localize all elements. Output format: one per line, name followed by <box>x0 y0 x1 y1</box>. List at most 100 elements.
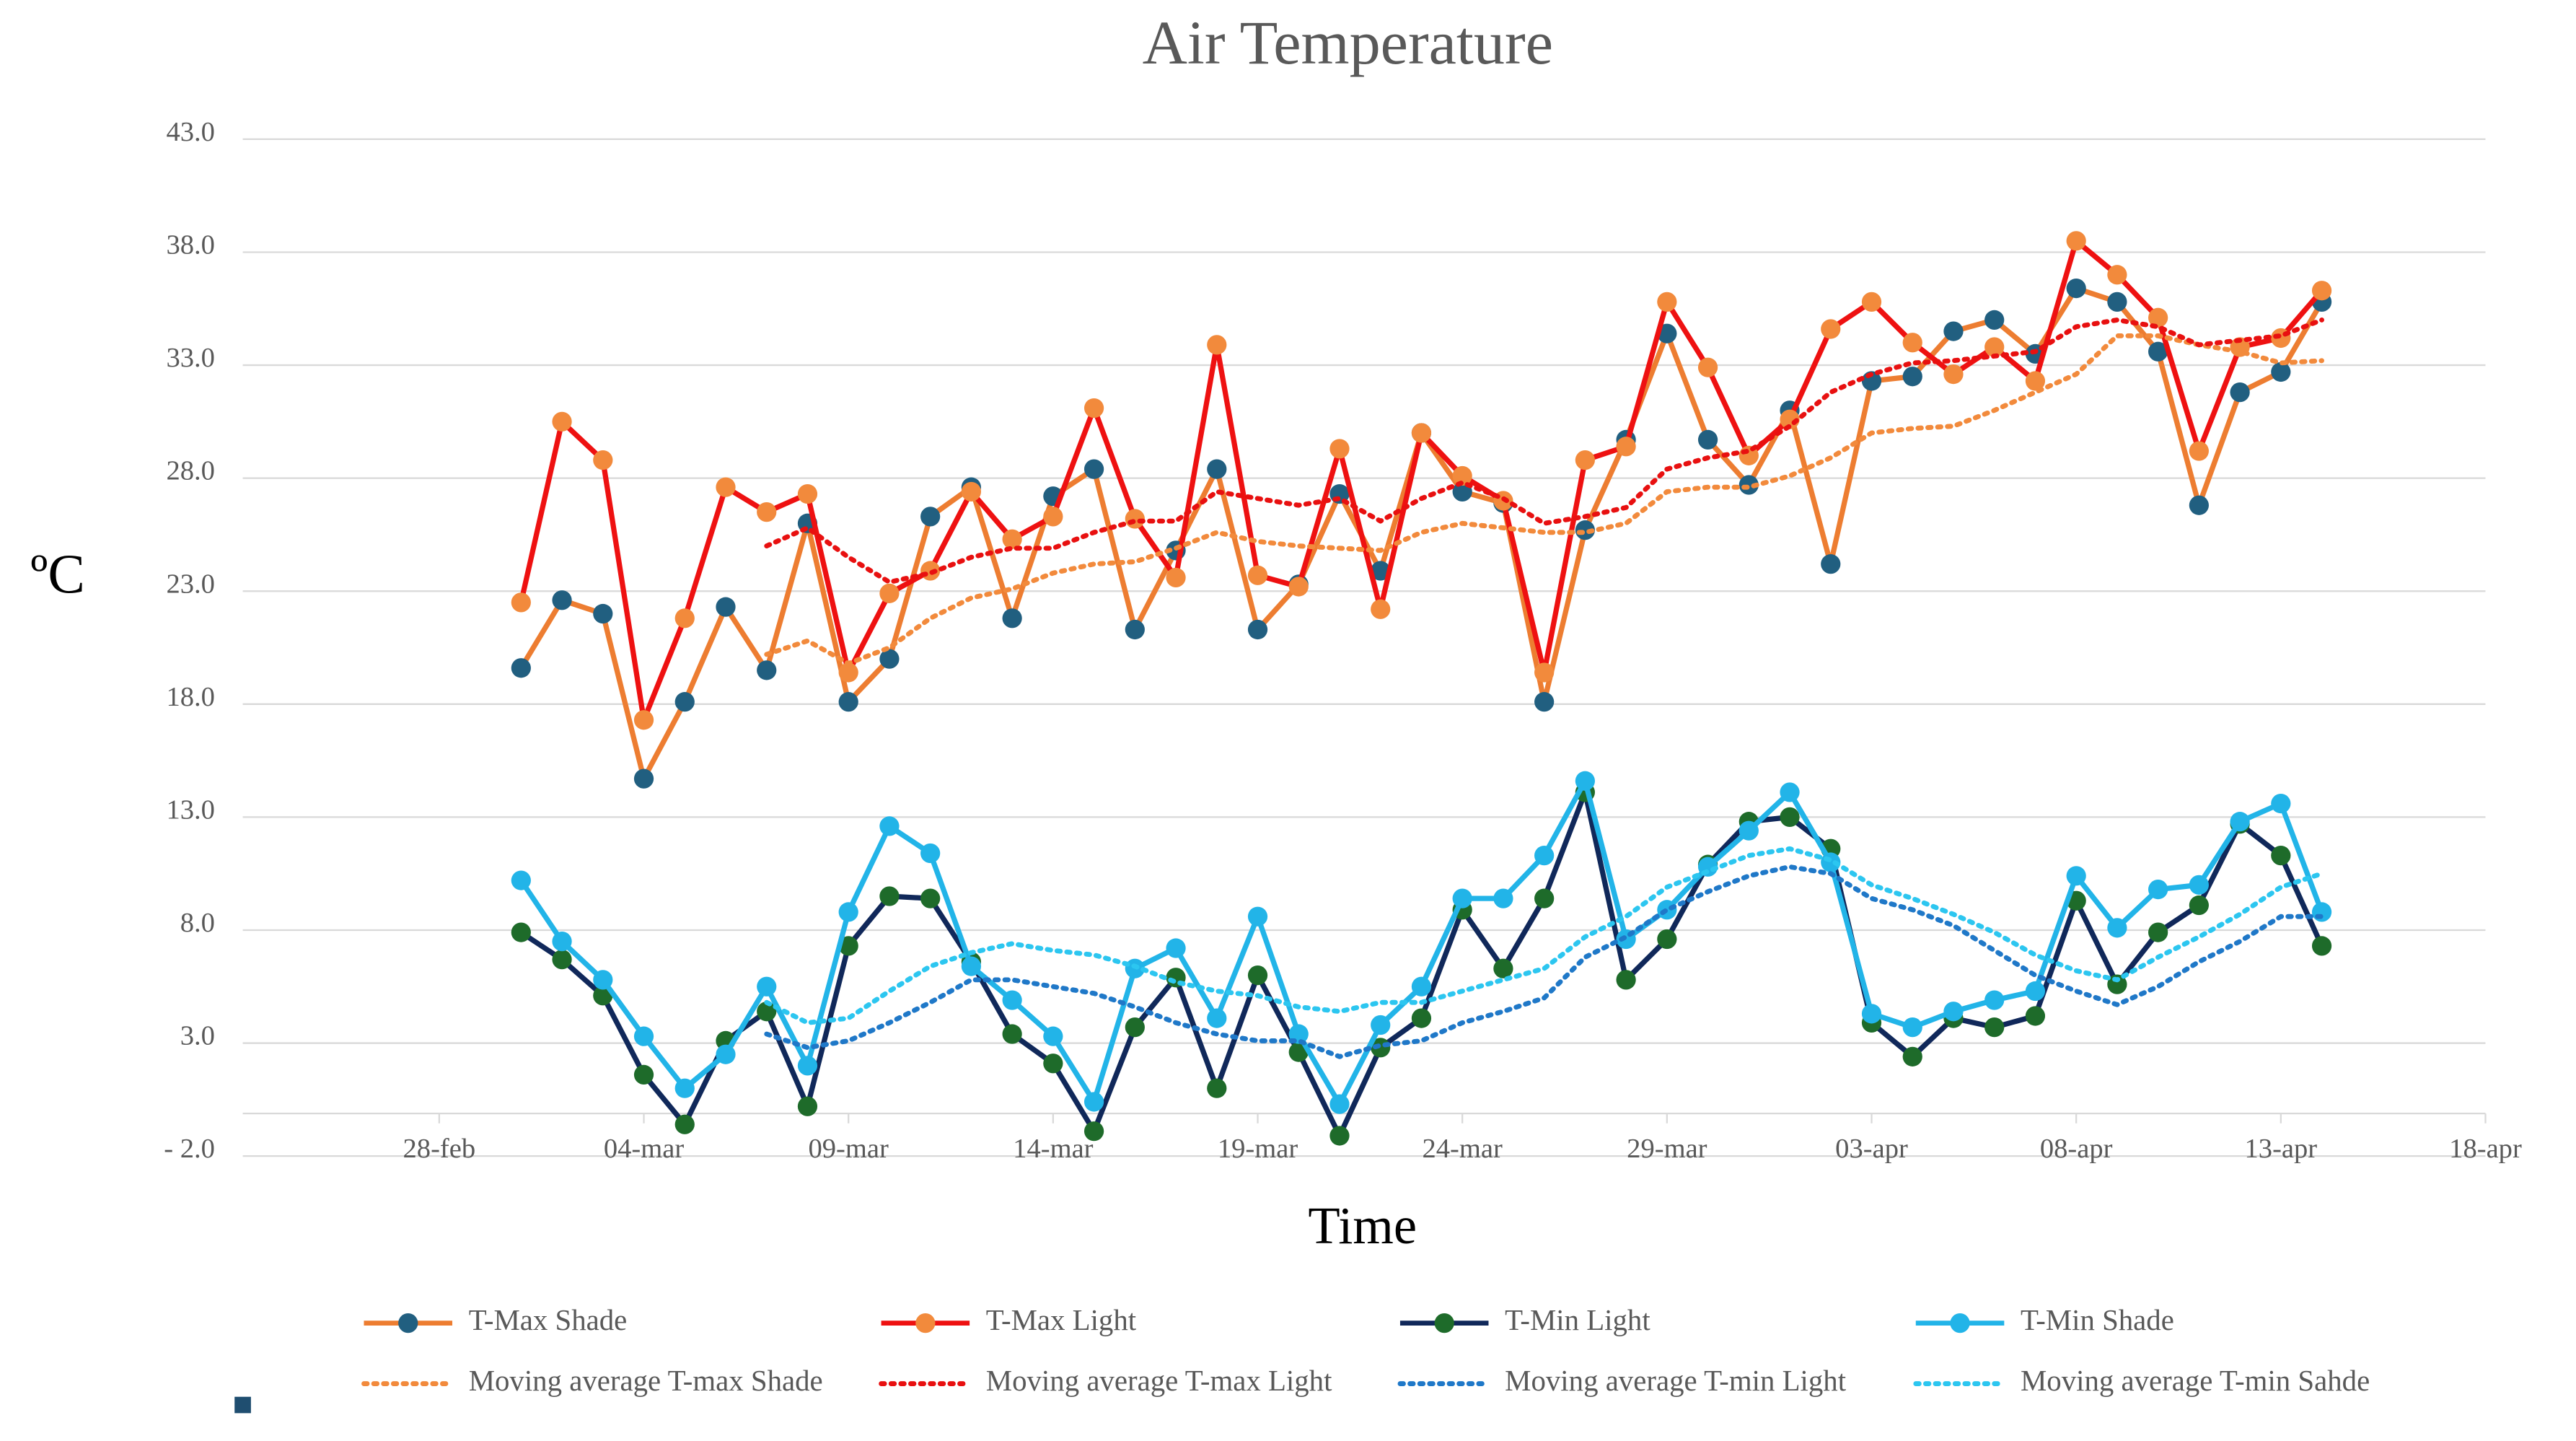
data-point <box>2311 936 2332 956</box>
data-point <box>1616 970 1636 990</box>
data-point <box>2311 902 2332 922</box>
data-point <box>1861 1004 1882 1024</box>
y-tick-label: 23.0 <box>166 569 214 599</box>
legend-label: T-Min Shade <box>2021 1304 2174 1336</box>
data-point <box>1984 1017 2005 1038</box>
y-tick-label: 18.0 <box>166 682 214 712</box>
x-tick-label: 08-apr <box>2040 1134 2113 1164</box>
data-point <box>1861 292 1882 312</box>
x-tick-label: 13-apr <box>2245 1134 2318 1164</box>
data-point <box>2066 866 2086 886</box>
data-point <box>1780 807 1800 828</box>
legend-label: Moving average T-min Light <box>1505 1365 1847 1397</box>
data-point <box>1697 357 1718 377</box>
x-tick-label: 14-mar <box>1013 1134 1094 1164</box>
y-tick-label: 33.0 <box>166 343 214 373</box>
data-point <box>757 660 777 680</box>
x-tick-label: 18-apr <box>2449 1134 2522 1164</box>
data-point <box>2189 895 2209 916</box>
legend-marker <box>915 1313 936 1333</box>
data-point <box>2148 307 2168 328</box>
data-point <box>1247 906 1268 927</box>
data-point <box>2107 265 2127 285</box>
data-point <box>2230 382 2250 403</box>
x-tick-label: 24-mar <box>1423 1134 1503 1164</box>
data-point <box>2066 278 2086 299</box>
data-point <box>2189 495 2209 515</box>
legend: T-Max Shade T-Max Light T-Min Light T-Min S… <box>361 1304 2370 1397</box>
data-point <box>920 507 941 527</box>
data-point <box>1902 333 1922 353</box>
plot-area <box>511 231 2332 1146</box>
y-tick-label: 3.0 <box>180 1021 215 1051</box>
data-point <box>1166 567 1186 588</box>
data-point <box>2189 875 2209 895</box>
data-point <box>1943 321 1964 341</box>
data-point <box>797 1056 818 1076</box>
data-point <box>879 886 900 906</box>
y-tick-label: 38.0 <box>166 230 214 260</box>
x-tick-label: 09-mar <box>809 1134 889 1164</box>
data-point <box>2148 341 2168 362</box>
data-point <box>1984 990 2005 1010</box>
data-point <box>838 936 858 956</box>
chart-title: Air Temperature <box>1143 8 1553 77</box>
series-line <box>519 789 2324 1139</box>
data-point <box>879 649 900 669</box>
data-point <box>716 477 736 497</box>
data-point <box>1083 1092 1104 1112</box>
data-point <box>2107 918 2127 938</box>
data-point <box>674 608 695 628</box>
data-point <box>674 692 695 712</box>
data-point <box>511 870 531 890</box>
data-point <box>593 603 613 624</box>
data-point <box>511 922 531 942</box>
x-tick-label: 28-feb <box>403 1134 476 1164</box>
series-line <box>518 238 2324 723</box>
x-tick-label: 03-apr <box>1835 1134 1908 1164</box>
x-tick-label: 04-mar <box>604 1134 685 1164</box>
x-tick-label: 29-mar <box>1627 1134 1707 1164</box>
data-point <box>1943 364 1964 385</box>
data-point <box>716 1044 736 1064</box>
data-point <box>1207 1078 1227 1098</box>
data-point <box>1902 1017 1922 1038</box>
data-point <box>2311 281 2332 301</box>
legend-marker <box>1950 1313 1970 1333</box>
legend-marker <box>1434 1313 1454 1333</box>
data-point <box>2271 846 2291 866</box>
data-point <box>1002 1024 1022 1044</box>
data-point <box>1575 520 1595 540</box>
data-point <box>1043 1026 1063 1046</box>
data-point <box>1083 459 1104 479</box>
data-point <box>1125 619 1145 640</box>
data-point <box>2107 292 2127 312</box>
x-tick-label: 19-mar <box>1218 1134 1298 1164</box>
data-point <box>1329 1094 1350 1114</box>
data-point <box>1943 1002 1964 1022</box>
data-point <box>879 583 900 603</box>
data-point <box>1207 335 1227 355</box>
data-point <box>1984 337 2005 357</box>
data-point <box>511 658 531 678</box>
data-point <box>2271 362 2291 382</box>
data-point <box>2189 441 2209 461</box>
data-point <box>1207 459 1227 479</box>
data-point <box>1657 929 1677 950</box>
data-point <box>1329 1126 1350 1146</box>
y-tick-label: 8.0 <box>180 908 215 938</box>
data-point <box>1207 1008 1227 1028</box>
data-point <box>1002 529 1022 549</box>
legend-label: Moving average T-max Shade <box>469 1365 823 1397</box>
legend-label: T-Min Light <box>1505 1304 1650 1336</box>
data-point <box>961 481 982 502</box>
data-point <box>511 592 531 613</box>
data-point <box>1371 599 1391 619</box>
y-axis-label: ºC <box>30 543 84 605</box>
data-point <box>1288 577 1309 597</box>
y-tick-label: 13.0 <box>166 794 214 825</box>
data-point <box>633 768 654 789</box>
data-point <box>633 1026 654 1046</box>
data-point <box>1083 1121 1104 1142</box>
data-point <box>1166 938 1186 958</box>
